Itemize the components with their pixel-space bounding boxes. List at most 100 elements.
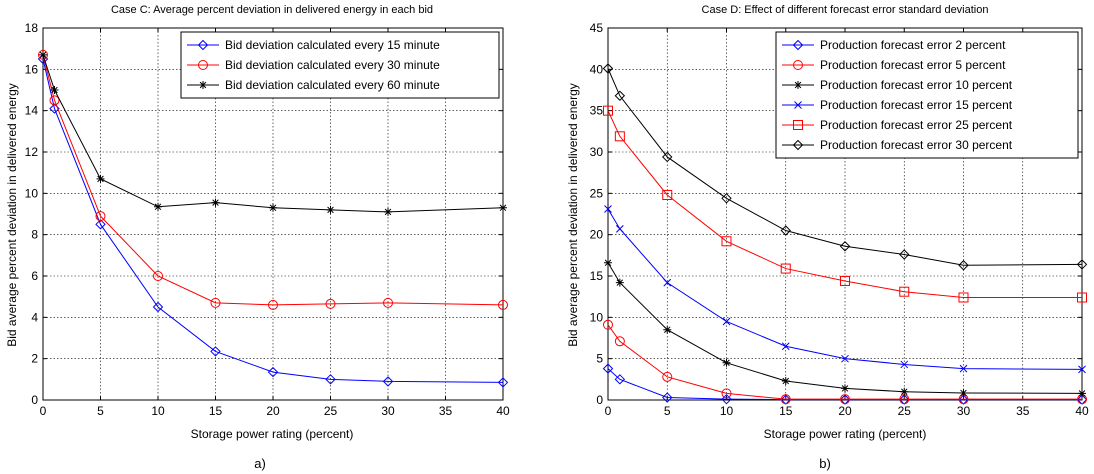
data-point	[39, 50, 47, 59]
data-point	[325, 298, 336, 309]
grid	[608, 28, 1082, 400]
data-point	[498, 299, 508, 310]
data-point	[780, 263, 791, 274]
chart-title: Case D: Effect of different forecast err…	[702, 4, 989, 16]
legend-marker	[792, 39, 804, 51]
y-tick-label: 5	[596, 352, 603, 366]
data-point	[840, 394, 850, 405]
x-tick-label: 25	[324, 404, 338, 418]
x-tick-label: 10	[151, 404, 165, 418]
y-tick-label: 0	[31, 393, 38, 407]
data-point	[382, 376, 394, 387]
panel-caption: a)	[254, 456, 266, 471]
data-point	[899, 286, 910, 297]
data-point	[899, 249, 910, 260]
data-point	[154, 202, 162, 211]
data-point	[96, 174, 105, 183]
series-2	[603, 319, 1087, 405]
data-point	[602, 63, 614, 74]
y-tick-label: 12	[25, 145, 39, 159]
y-axis-label: Bid average percent deviation in deliver…	[566, 83, 580, 347]
data-point	[721, 393, 732, 405]
y-tick-label: 20	[590, 228, 604, 242]
data-point	[721, 388, 732, 399]
y-tick-label: 0	[596, 393, 603, 407]
data-point	[499, 203, 507, 212]
legend: Bid deviation calculated every 15 minute…	[180, 31, 500, 99]
data-point	[602, 363, 614, 374]
legend-item: Production forecast error 2 percent	[782, 38, 1006, 52]
series-2	[38, 49, 508, 310]
data-point	[1076, 259, 1088, 270]
series-line	[42, 54, 504, 306]
y-tick-label: 18	[25, 21, 39, 35]
data-point	[497, 377, 509, 388]
series-3	[604, 258, 1086, 398]
series-5	[603, 105, 1087, 303]
data-point	[840, 275, 850, 286]
data-point	[663, 278, 672, 287]
data-point	[781, 342, 790, 351]
data-point	[603, 105, 613, 116]
data-point	[49, 95, 60, 106]
chart-case-c: Case C: Average percent deviation in del…	[5, 4, 510, 471]
data-point	[781, 376, 790, 385]
x-tick-label: 40	[496, 404, 510, 418]
data-point	[839, 241, 851, 252]
legend-item: Production forecast error 5 percent	[782, 58, 1006, 72]
data-point	[210, 346, 221, 357]
legend-marker	[793, 60, 803, 70]
data-point	[722, 317, 731, 326]
x-tick-label: 0	[605, 404, 612, 418]
data-point	[663, 325, 672, 334]
data-point	[604, 205, 612, 213]
data-point	[210, 297, 221, 308]
data-point	[615, 225, 624, 233]
legend-marker	[794, 81, 802, 89]
y-tick-label: 4	[31, 310, 38, 324]
y-tick-label: 8	[31, 228, 38, 242]
legend-label: Production forecast error 5 percent	[820, 58, 1006, 72]
x-tick-label: 35	[439, 404, 453, 418]
legend-marker	[198, 60, 208, 70]
x-tick-label: 20	[838, 404, 852, 418]
data-point	[604, 258, 612, 267]
y-tick-label: 15	[590, 269, 604, 283]
data-point	[662, 151, 673, 163]
data-point	[900, 387, 909, 396]
data-point	[38, 49, 48, 60]
data-point	[900, 360, 909, 369]
data-point	[780, 394, 791, 405]
legend-box	[775, 31, 1079, 159]
x-tick-label: 15	[779, 404, 793, 418]
data-point	[662, 371, 673, 382]
legend-item: Bid deviation calculated every 60 minute	[187, 78, 440, 92]
data-point	[384, 207, 392, 216]
legend-label: Production forecast error 25 percent	[820, 118, 1013, 132]
legend-marker	[794, 101, 802, 109]
panel-caption: b)	[819, 456, 831, 471]
y-tick-label: 14	[25, 104, 39, 118]
data-point	[268, 299, 278, 310]
chart-title: Case C: Average percent deviation in del…	[111, 4, 433, 16]
data-point	[325, 374, 336, 385]
x-tick-label: 10	[720, 404, 734, 418]
x-tick-label: 0	[40, 404, 47, 418]
data-point	[958, 260, 969, 271]
data-point	[959, 364, 968, 373]
legend-item: Bid deviation calculated every 30 minute	[187, 58, 440, 72]
series-4	[604, 205, 1086, 374]
data-point	[1078, 365, 1086, 374]
data-point	[614, 374, 626, 385]
x-axis-label: Storage power rating (percent)	[764, 427, 927, 441]
y-tick-label: 6	[31, 269, 38, 283]
data-point	[153, 271, 163, 281]
data-point	[614, 336, 625, 347]
series-line	[607, 324, 1082, 400]
data-point	[326, 205, 335, 214]
legend-marker	[197, 39, 209, 51]
x-tick-label: 30	[957, 404, 971, 418]
data-point	[615, 278, 624, 287]
data-point	[721, 193, 732, 204]
